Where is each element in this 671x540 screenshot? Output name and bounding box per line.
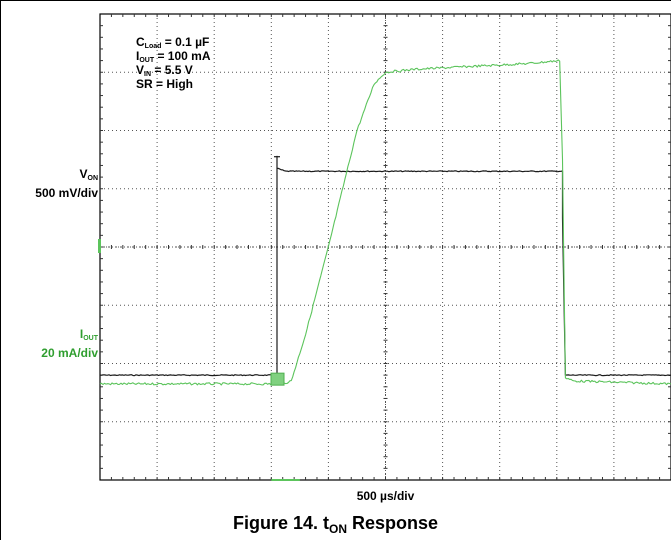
von-trace xyxy=(99,155,671,377)
von-label-main: V xyxy=(79,167,88,181)
iout-trace xyxy=(99,59,671,386)
condition-value: = 5.5 V xyxy=(151,63,193,77)
condition-line: SR = High xyxy=(136,78,193,90)
frame-left-line xyxy=(0,0,1,540)
condition-subscript: IN xyxy=(144,71,152,78)
frame-top-line xyxy=(0,0,671,1)
condition-symbol: V xyxy=(136,63,145,77)
markers xyxy=(98,156,300,481)
iout-scale: 20 mA/div xyxy=(41,346,98,360)
von-channel-label: VON 500 mV/div xyxy=(6,168,98,199)
condition-symbol: I xyxy=(136,49,140,63)
condition-line: VIN = 5.5 V xyxy=(136,64,193,78)
condition-symbol: C xyxy=(136,35,145,49)
x-axis-label: 500 µs/div xyxy=(356,489,415,503)
caption-suffix: Response xyxy=(347,513,439,533)
iout-channel-label: IOUT 20 mA/div xyxy=(6,328,98,359)
iout-start-marker xyxy=(270,372,285,386)
condition-line: CLoad = 0.1 µF xyxy=(136,36,209,50)
condition-subscript: Load xyxy=(144,43,162,50)
condition-line: IOUT = 100 mA xyxy=(136,50,211,64)
caption-main: Figure 14. t xyxy=(232,513,329,533)
condition-value: = 0.1 µF xyxy=(161,35,210,49)
von-label-sub: ON xyxy=(87,175,99,182)
iout-label-main: I xyxy=(79,327,84,341)
von-scale: 500 mV/div xyxy=(35,186,98,200)
ground-marker xyxy=(98,239,101,253)
figure-caption: Figure 14. tON Response xyxy=(0,514,671,535)
condition-subscript: OUT xyxy=(139,57,155,64)
center-axes xyxy=(100,14,671,480)
caption-sub: ON xyxy=(329,522,347,536)
condition-value: = 100 mA xyxy=(154,49,211,63)
traces xyxy=(99,59,671,386)
iout-label-sub: OUT xyxy=(83,335,98,342)
condition-symbol: SR = High xyxy=(136,77,194,91)
